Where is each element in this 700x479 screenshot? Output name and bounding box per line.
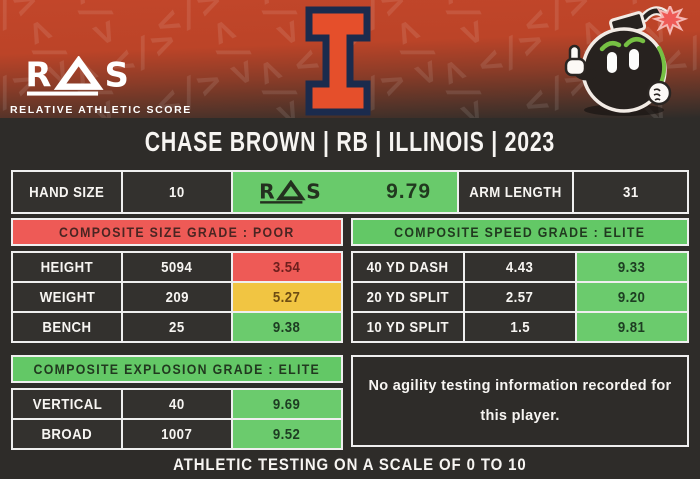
metric-score: 9.69 — [231, 388, 343, 420]
metric-label: BROAD — [11, 418, 123, 450]
scale-note: ATHLETIC TESTING ON A SCALE OF 0 TO 10 — [173, 455, 527, 474]
metric-value: 1007 — [121, 418, 233, 450]
code-glyph: </> — [383, 11, 453, 93]
table-row: WEIGHT 209 5.27 — [11, 281, 343, 313]
explosion-grade-header: COMPOSITE EXPLOSION GRADE : ELITE — [11, 355, 343, 383]
ras-logo-icon: R S — [25, 55, 129, 96]
code-glyph: </> — [429, 0, 499, 53]
metric-value: 1.5 — [463, 311, 577, 343]
grade-columns: COMPOSITE SIZE GRADE : POOR HEIGHT 5094 … — [11, 218, 689, 450]
ras-logo-letter-s: S — [105, 56, 129, 95]
metric-value: 209 — [121, 281, 233, 313]
metric-value: 2.57 — [463, 281, 577, 313]
metric-value: 25 — [121, 311, 233, 343]
left-column: COMPOSITE SIZE GRADE : POOR HEIGHT 5094 … — [11, 218, 343, 450]
svg-text:R: R — [259, 180, 275, 203]
ras-logo-underline — [26, 91, 99, 96]
right-column: COMPOSITE SPEED GRADE : ELITE 40 YD DASH… — [351, 218, 689, 450]
metric-score: 9.20 — [575, 281, 689, 313]
metric-score: 3.54 — [231, 251, 343, 283]
metric-score: 9.33 — [575, 251, 689, 283]
illinois-block-i-logo — [305, 6, 371, 116]
ras-logo-letter-r: R — [25, 56, 51, 95]
table-row: 20 YD SPLIT 2.57 9.20 — [351, 281, 689, 313]
code-glyph: </> — [429, 51, 499, 118]
code-glyph: </> — [469, 17, 551, 87]
ras-logo: R S RELATIVE ATHLETIC SCORE — [10, 55, 192, 116]
table-row: 10 YD SPLIT 1.5 9.81 — [351, 311, 689, 343]
code-glyph: </> — [147, 0, 229, 47]
svg-text:S: S — [306, 180, 321, 203]
metric-label: BENCH — [11, 311, 123, 343]
bomb-mascot-icon — [564, 6, 689, 116]
ras-logo-triangle-a — [53, 55, 104, 90]
code-glyph: </> — [0, 0, 45, 47]
arm-length-label: ARM LENGTH — [457, 170, 574, 214]
metric-label: 10 YD SPLIT — [351, 311, 465, 343]
code-glyph: </> — [199, 11, 269, 93]
hand-size-value: 10 — [121, 170, 233, 214]
metric-score: 9.81 — [575, 311, 689, 343]
page-title: CHASE BROWN | RB | ILLINOIS | 2023 — [144, 126, 556, 157]
metric-label: HEIGHT — [11, 251, 123, 283]
table-row: BROAD 1007 9.52 — [11, 418, 343, 450]
metric-value: 4.43 — [463, 251, 577, 283]
ras-score-value: 9.79 — [386, 180, 431, 203]
table-row: BENCH 25 9.38 — [11, 311, 343, 343]
agility-note-box: No agility testing information recorded … — [351, 355, 689, 447]
speed-grade-header: COMPOSITE SPEED GRADE : ELITE — [351, 218, 689, 246]
code-glyph: </> — [61, 0, 131, 53]
hand-size-label: HAND SIZE — [11, 170, 123, 214]
ras-logo-subtitle: RELATIVE ATHLETIC SCORE — [10, 104, 192, 116]
metric-value: 5094 — [121, 251, 233, 283]
metric-score: 9.52 — [231, 418, 343, 450]
metric-value: 40 — [121, 388, 233, 420]
agility-note-text: No agility testing information recorded … — [368, 377, 672, 424]
metric-label: 20 YD SPLIT — [351, 281, 465, 313]
metric-label: 40 YD DASH — [351, 251, 465, 283]
table-row: 40 YD DASH 4.43 9.33 — [351, 251, 689, 283]
metric-score: 5.27 — [231, 281, 343, 313]
measurements-row: HAND SIZE 10 R S 9.79 ARM LENGTH 31 — [11, 170, 689, 214]
arm-length-value: 31 — [572, 170, 689, 214]
ras-score-cell: R S 9.79 — [231, 170, 459, 214]
size-grade-header: COMPOSITE SIZE GRADE : POOR — [11, 218, 343, 246]
table-row: HEIGHT 5094 3.54 — [11, 251, 343, 283]
metric-score: 9.38 — [231, 311, 343, 343]
metric-label: VERTICAL — [11, 388, 123, 420]
metric-label: WEIGHT — [11, 281, 123, 313]
table-row: VERTICAL 40 9.69 — [11, 388, 343, 420]
ras-logo-small-icon: R S — [259, 179, 321, 204]
title-bar: CHASE BROWN | RB | ILLINOIS | 2023 — [0, 116, 700, 168]
